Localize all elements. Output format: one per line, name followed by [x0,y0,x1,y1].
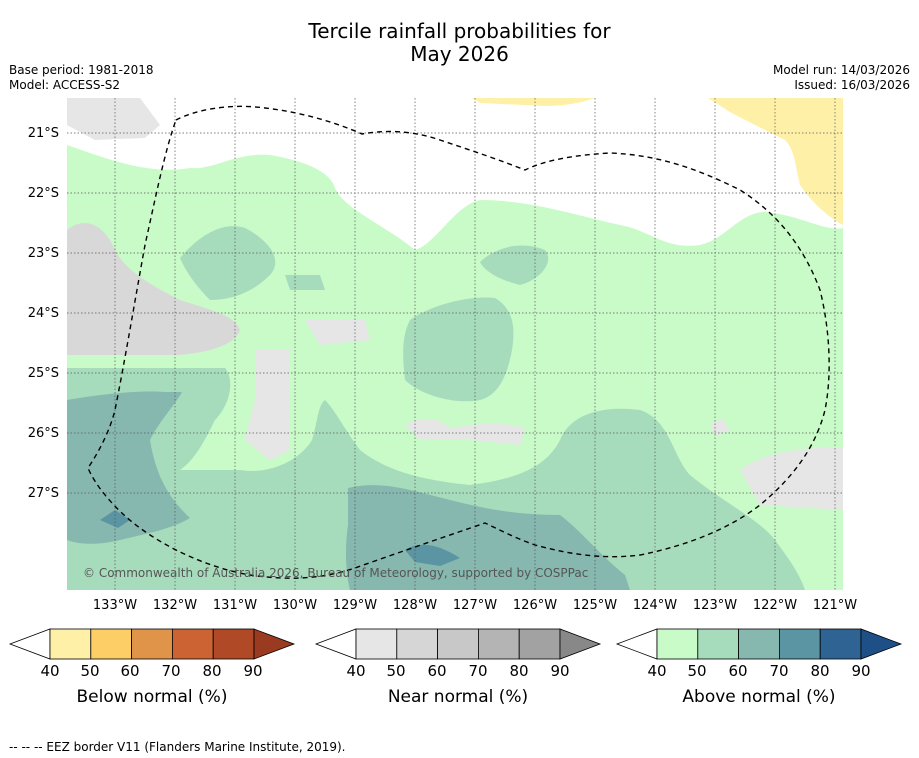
cb-near-title: Near normal (%) [387,687,529,707]
lon-label: 125°W [572,598,618,613]
lon-label: 129°W [332,598,378,613]
base-period: Base period: 1981-2018 [9,63,154,77]
colorbar-under-extension [8,628,51,660]
lon-label: 130°W [272,598,318,613]
colorbar-over-extension [860,628,903,660]
cb-below-tick: 60 [120,662,140,680]
cb-near-tick: 40 [346,662,366,680]
cb-below-tick: 50 [80,662,100,680]
colorbar-segment [212,628,255,660]
lat-label: 22°S [27,186,59,201]
near-normal-region-box-2 [305,320,370,345]
colorbar-segment [819,628,862,660]
near-normal-region-east [740,448,843,510]
lat-label: 23°S [27,246,59,261]
colorbars [8,628,903,660]
colorbar-segment [437,628,479,660]
near-normal-region-box-1 [245,350,290,460]
near-normal-region-nw [67,98,160,140]
lat-label: 24°S [27,306,59,321]
below-normal-40-region-n [472,98,595,106]
colorbar-segment [131,628,173,660]
cb-above-tick: 50 [687,662,707,680]
near-normal-region-mid [405,418,525,445]
eez-border [87,105,830,579]
lon-label: 132°W [152,598,198,613]
issued-date: Issued: 16/03/2026 [794,78,910,92]
chart-title: Tercile rainfall probabilities for May 2… [0,20,919,66]
lat-label: 26°S [27,426,59,441]
colorbar-segment [477,628,520,660]
above-normal-50-region-south [67,400,805,590]
lon-label: 133°W [92,598,138,613]
colorbar-segment [171,628,214,660]
model-run: Model run: 14/03/2026 [772,63,910,77]
lon-label: 122°W [752,598,798,613]
above-normal-colorbar [615,628,903,660]
colorbar-under-extension [314,628,357,660]
colorbar-segment [518,628,561,660]
colorbar-segment [90,628,133,660]
near-normal-region-west [67,222,240,355]
title-line-1: Tercile rainfall probabilities for [308,19,611,43]
meta-right: Model run: 14/03/2026 Issued: 16/03/2026 [773,63,910,93]
cb-above-title: Above normal (%) [682,687,836,707]
colorbar-segment [355,628,398,660]
eez-footer-note: -- -- -- EEZ border V11 (Flanders Marine… [9,740,346,754]
cb-near-tick: 70 [468,662,488,680]
cb-near-tick: 50 [386,662,406,680]
lon-label: 124°W [632,598,678,613]
cb-below-tick: 90 [243,662,263,680]
lon-label: 123°W [692,598,738,613]
colorbar-segment [779,628,821,660]
cb-near-tick: 60 [427,662,447,680]
above-normal-70-region-2 [405,544,460,566]
title-line-2: May 2026 [410,42,509,66]
colorbar-over-extension [559,628,602,660]
near-normal-colorbar [314,628,602,660]
colorbar-over-extension [253,628,296,660]
cb-above-tick: 90 [851,662,871,680]
model-name: Model: ACCESS-S2 [9,78,121,92]
above-normal-50-region-4 [403,297,514,402]
above-normal-60-region-1 [67,391,190,544]
colorbar-under-extension [615,628,658,660]
cb-above-tick: 70 [769,662,789,680]
colorbar-segment [697,628,739,660]
above-normal-50-region-3 [480,245,549,285]
above-normal-50-region-1 [180,226,276,300]
colorbar-segment [656,628,699,660]
colorbar-segment [49,628,92,660]
cb-below-tick: 70 [161,662,181,680]
copyright-text: © Commonwealth of Australia 2026, Bureau… [83,566,588,580]
cb-below-title: Below normal (%) [76,687,228,707]
cb-below-tick: 40 [40,662,60,680]
above-normal-60-region-2 [345,485,630,590]
lat-label: 21°S [27,126,59,141]
meta-left: Base period: 1981-2018 Model: ACCESS-S2 [9,63,154,93]
cb-near-tick: 80 [509,662,529,680]
cb-near-tick: 90 [550,662,570,680]
lon-label: 126°W [512,598,558,613]
cb-above-tick: 80 [810,662,830,680]
colorbar-segment [396,628,438,660]
lon-label: 128°W [392,598,438,613]
lon-label: 121°W [812,598,858,613]
above-normal-50-region-2 [285,275,325,290]
lat-label: 25°S [27,366,59,381]
below-normal-colorbar [8,628,296,660]
cb-below-tick: 80 [202,662,222,680]
cb-above-tick: 60 [728,662,748,680]
lon-label: 127°W [452,598,498,613]
graticule [67,98,843,590]
lon-label: 131°W [212,598,258,613]
colorbar-segment [738,628,780,660]
cb-above-tick: 40 [647,662,667,680]
lat-label: 27°S [27,486,59,501]
